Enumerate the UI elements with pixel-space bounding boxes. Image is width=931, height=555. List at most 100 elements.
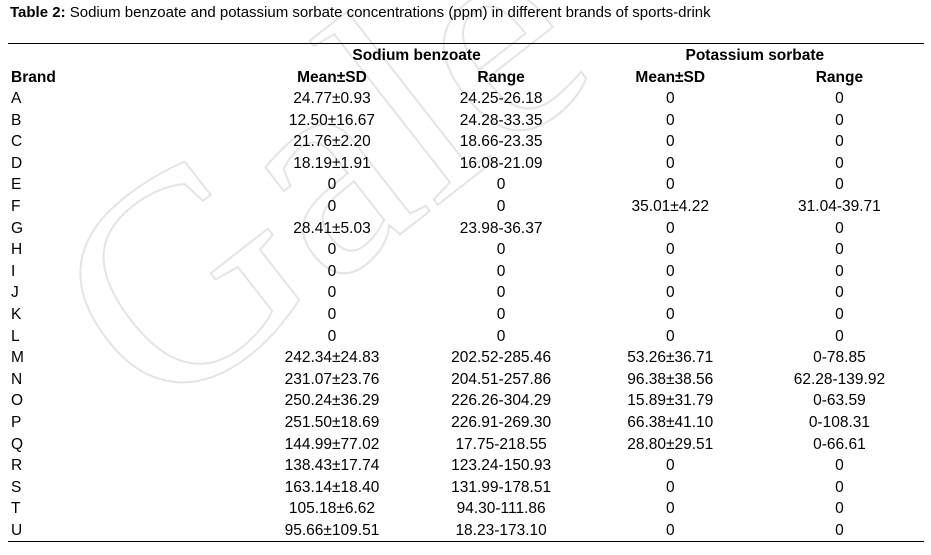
table-bottom-rule xyxy=(8,541,924,543)
sorbate-range-cell: 0 xyxy=(835,500,844,518)
benzoate-range-cell: 202.52-285.46 xyxy=(451,349,552,367)
brand-cell: C xyxy=(11,133,23,151)
brand-cell: L xyxy=(11,327,20,345)
benzoate-range-cell: 226.91-269.30 xyxy=(451,413,552,431)
benzoate-range-cell: 18.23-173.10 xyxy=(455,521,547,539)
brand-cell: I xyxy=(11,262,16,280)
table-row: J 0 0 0 0 xyxy=(8,282,924,304)
sorbate-mean-cell: 0 xyxy=(665,521,675,539)
sorbate-range-cell: 0 xyxy=(835,219,844,237)
sorbate-mean-cell: 0 xyxy=(665,90,675,107)
table-row: B 12.50±16.67 24.28-33.35 0 0 xyxy=(8,110,924,132)
sorbate-range-cell: 0 xyxy=(835,305,844,323)
brand-cell: E xyxy=(11,176,22,194)
benzoate-mean-cell: 0 xyxy=(327,241,337,259)
sorbate-range-cell: 31.04-39.71 xyxy=(798,197,881,215)
table-row: F 0 0 35.01±4.22 31.04-39.71 xyxy=(8,196,924,218)
table-row: N 231.07±23.76 204.51-257.86 96.38±38.56 62.… xyxy=(8,369,924,391)
benzoate-range-cell: 0 xyxy=(496,241,506,259)
benzoate-range-cell: 204.51-257.86 xyxy=(451,370,552,388)
sorbate-range-cell: 0 xyxy=(835,176,844,194)
benzoate-range-cell: 0 xyxy=(496,327,506,345)
sorbate-range-cell: 0 xyxy=(835,262,844,280)
sorbate-mean-cell: 0 xyxy=(665,305,675,323)
table-row: C 21.76±2.20 18.66-23.35 0 0 xyxy=(8,131,924,153)
table-row: A 24.77±0.93 24.25-26.18 0 0 xyxy=(8,88,924,110)
sorbate-mean-cell: 0 xyxy=(665,327,675,345)
brand-cell: H xyxy=(11,241,23,259)
group-header-sodium-benzoate: Sodium benzoate xyxy=(352,47,481,64)
benzoate-mean-cell: 24.77±0.93 xyxy=(293,90,371,107)
group-header-potassium-sorbate: Potassium sorbate xyxy=(685,47,825,64)
sorbate-mean-cell: 0 xyxy=(665,284,675,302)
benzoate-range-cell: 18.66-23.35 xyxy=(459,133,543,151)
benzoate-range-cell: 94.30-111.86 xyxy=(456,500,546,518)
brand-cell: O xyxy=(11,392,24,410)
benzoate-mean-cell: 0 xyxy=(327,327,337,345)
benzoate-range-cell: 24.28-33.35 xyxy=(459,111,543,129)
benzoate-range-cell: 0 xyxy=(496,176,506,194)
benzoate-range-cell: 0 xyxy=(496,262,506,280)
table-row: T 105.18±6.62 94.30-111.86 0 0 xyxy=(8,498,924,520)
benzoate-mean-cell: 242.34±24.83 xyxy=(284,349,380,367)
table-row: I 0 0 0 0 xyxy=(8,261,924,283)
sorbate-range-cell: 0 xyxy=(835,111,844,129)
table-caption: Table 2: Sodium benzoate and potassium s… xyxy=(10,4,711,22)
benzoate-mean-cell: 105.18±6.62 xyxy=(288,500,376,518)
sorbate-mean-cell: 66.38±41.10 xyxy=(627,413,714,431)
table-row: P 251.50±18.69 226.91-269.30 66.38±41.10 0-1… xyxy=(8,412,924,434)
benzoate-range-cell: 24.25-26.18 xyxy=(459,90,543,107)
sorbate-mean-cell: 0 xyxy=(665,500,675,518)
brand-cell: Q xyxy=(11,435,24,453)
sub-header-benzoate-range: Range xyxy=(477,69,525,86)
sorbate-range-cell: 0-108.31 xyxy=(808,413,871,431)
sorbate-mean-cell: 0 xyxy=(665,457,675,475)
benzoate-mean-cell: 250.24±36.29 xyxy=(284,392,380,410)
benzoate-mean-cell: 0 xyxy=(327,284,337,302)
data-table: Sodium benzoate Potassium sorbate Brand … xyxy=(8,44,924,541)
sorbate-mean-cell: 0 xyxy=(665,176,675,194)
sorbate-mean-cell: 0 xyxy=(665,262,675,280)
brand-cell: R xyxy=(11,457,23,475)
sorbate-range-cell: 0 xyxy=(835,154,844,172)
sorbate-mean-cell: 28.80±29.51 xyxy=(627,435,714,453)
benzoate-mean-cell: 231.07±23.76 xyxy=(284,370,380,388)
benzoate-mean-cell: 0 xyxy=(327,305,337,323)
sorbate-range-cell: 0-63.59 xyxy=(813,392,866,410)
table-row: E 0 0 0 0 xyxy=(8,174,924,196)
sorbate-range-cell: 0 xyxy=(835,478,844,496)
table-body: A 24.77±0.93 24.25-26.18 0 0 B 12.50±16.67 24.2… xyxy=(8,88,924,541)
benzoate-mean-cell: 138.43±17.74 xyxy=(284,457,380,475)
sorbate-mean-cell: 0 xyxy=(665,241,675,259)
table-row: H 0 0 0 0 xyxy=(8,239,924,261)
caption-label: Table 2: xyxy=(10,4,66,21)
benzoate-mean-cell: 0 xyxy=(327,176,337,194)
benzoate-range-cell: 131.99-178.51 xyxy=(451,478,552,496)
table-row: U 95.66±109.51 18.23-173.10 0 0 xyxy=(8,520,924,542)
brand-cell: J xyxy=(11,284,19,302)
sorbate-range-cell: 0 xyxy=(835,521,844,539)
benzoate-mean-cell: 18.19±1.91 xyxy=(293,154,371,172)
brand-cell: T xyxy=(11,500,21,518)
brand-cell: B xyxy=(11,111,22,129)
brand-cell: D xyxy=(11,154,23,172)
sorbate-range-cell: 0 xyxy=(835,90,844,107)
brand-header: Brand xyxy=(11,69,56,86)
sorbate-range-cell: 62.28-139.92 xyxy=(793,370,886,388)
benzoate-range-cell: 0 xyxy=(496,305,506,323)
sorbate-mean-cell: 0 xyxy=(665,133,675,151)
sub-header-row: Brand Mean±SD Range Mean±SD Range xyxy=(8,68,924,88)
table-container: Sodium benzoate Potassium sorbate Brand … xyxy=(8,43,924,543)
sorbate-mean-cell: 0 xyxy=(665,154,675,172)
brand-cell: M xyxy=(11,349,24,367)
sorbate-range-cell: 0 xyxy=(835,241,844,259)
group-header-row: Sodium benzoate Potassium sorbate xyxy=(8,44,924,68)
sub-header-sorbate-range: Range xyxy=(815,69,864,86)
table-row: O 250.24±36.29 226.26-304.29 15.89±31.79 0-6… xyxy=(8,390,924,412)
benzoate-range-cell: 0 xyxy=(496,284,506,302)
benzoate-mean-cell: 95.66±109.51 xyxy=(284,521,380,539)
benzoate-mean-cell: 163.14±18.40 xyxy=(284,478,380,496)
sorbate-range-cell: 0-66.61 xyxy=(813,435,866,453)
sorbate-range-cell: 0 xyxy=(835,327,844,345)
benzoate-mean-cell: 0 xyxy=(327,262,337,280)
